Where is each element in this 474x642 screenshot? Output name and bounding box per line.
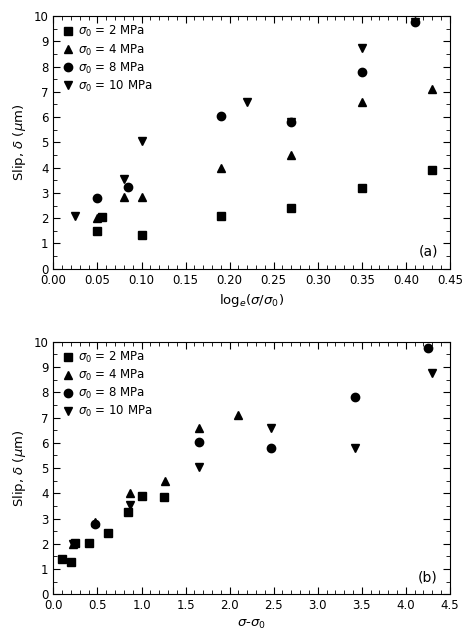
$\sigma_0$ = 2 MPa [218,212,224,220]
$\sigma_0$ = 8 MPa [359,68,365,76]
Text: (b): (b) [418,570,438,584]
Line: $\sigma_0$ = 4 MPa: $\sigma_0$ = 4 MPa [93,85,437,222]
$\sigma_0$ = 10 MPa [352,444,357,452]
Y-axis label: Slip, $\delta$ ($\mu$m): Slip, $\delta$ ($\mu$m) [11,429,28,507]
$\sigma_0$ = 8 MPa [289,118,294,126]
$\sigma_0$ = 2 MPa [105,528,111,536]
$\sigma_0$ = 8 MPa [95,194,100,202]
$\sigma_0$ = 2 MPa [86,539,91,546]
$\sigma_0$ = 2 MPa [289,204,294,212]
$\sigma_0$ = 2 MPa [73,539,78,546]
$\sigma_0$ = 2 MPa [161,493,166,501]
Line: $\sigma_0$ = 8 MPa: $\sigma_0$ = 8 MPa [93,18,419,202]
$\sigma_0$ = 10 MPa [412,19,418,26]
Line: $\sigma_0$ = 8 MPa: $\sigma_0$ = 8 MPa [91,344,432,528]
$\sigma_0$ = 8 MPa [126,183,131,191]
$\sigma_0$ = 2 MPa [95,227,100,234]
$\sigma_0$ = 4 MPa [92,519,98,526]
Legend: $\sigma_0$ = 2 MPa, $\sigma_0$ = 4 MPa, $\sigma_0$ = 8 MPa, $\sigma_0$ = 10 MPa: $\sigma_0$ = 2 MPa, $\sigma_0$ = 4 MPa, … [59,348,155,422]
$\sigma_0$ = 10 MPa [73,212,78,220]
$\sigma_0$ = 8 MPa [412,19,418,26]
$\sigma_0$ = 2 MPa [68,558,74,566]
$\sigma_0$ = 2 MPa [126,508,131,516]
$\sigma_0$ = 10 MPa [70,540,76,548]
Line: $\sigma_0$ = 4 MPa: $\sigma_0$ = 4 MPa [69,411,243,548]
$\sigma_0$ = 2 MPa [59,555,65,563]
$\sigma_0$ = 8 MPa [218,112,224,119]
$\sigma_0$ = 4 MPa [289,151,294,159]
$\sigma_0$ = 4 MPa [218,164,224,171]
$\sigma_0$ = 4 MPa [196,424,201,431]
$\sigma_0$ = 8 MPa [92,520,98,528]
$\sigma_0$ = 4 MPa [121,193,127,200]
$\sigma_0$ = 10 MPa [268,424,274,431]
$\sigma_0$ = 2 MPa [139,492,145,499]
$\sigma_0$ = 10 MPa [245,98,250,106]
$\sigma_0$ = 4 MPa [70,540,76,548]
$\sigma_0$ = 4 MPa [163,477,168,485]
Line: $\sigma_0$ = 10 MPa: $\sigma_0$ = 10 MPa [71,18,419,220]
Line: $\sigma_0$ = 2 MPa: $\sigma_0$ = 2 MPa [93,166,437,239]
$\sigma_0$ = 4 MPa [95,214,100,222]
$\sigma_0$ = 8 MPa [268,444,274,452]
Line: $\sigma_0$ = 10 MPa: $\sigma_0$ = 10 MPa [69,369,437,548]
$\sigma_0$ = 10 MPa [139,137,145,145]
Y-axis label: Slip, $\delta$ ($\mu$m): Slip, $\delta$ ($\mu$m) [11,103,28,181]
$\sigma_0$ = 10 MPa [121,175,127,183]
$\sigma_0$ = 2 MPa [139,230,145,238]
$\sigma_0$ = 4 MPa [429,85,435,93]
$\sigma_0$ = 8 MPa [196,438,201,446]
Line: $\sigma_0$ = 2 MPa: $\sigma_0$ = 2 MPa [58,492,168,566]
X-axis label: $\sigma$-$\sigma_0$: $\sigma$-$\sigma_0$ [237,618,266,631]
$\sigma_0$ = 4 MPa [127,489,133,497]
$\sigma_0$ = 2 MPa [429,166,435,174]
Legend: $\sigma_0$ = 2 MPa, $\sigma_0$ = 4 MPa, $\sigma_0$ = 8 MPa, $\sigma_0$ = 10 MPa: $\sigma_0$ = 2 MPa, $\sigma_0$ = 4 MPa, … [59,22,155,96]
X-axis label: log$_e$($\sigma$/$\sigma_0$): log$_e$($\sigma$/$\sigma_0$) [219,292,284,309]
$\sigma_0$ = 10 MPa [429,370,435,377]
$\sigma_0$ = 10 MPa [127,501,133,508]
$\sigma_0$ = 4 MPa [359,98,365,106]
$\sigma_0$ = 2 MPa [359,184,365,192]
$\sigma_0$ = 10 MPa [196,463,201,471]
$\sigma_0$ = 10 MPa [359,44,365,51]
Text: (a): (a) [419,245,438,259]
$\sigma_0$ = 8 MPa [352,394,357,401]
$\sigma_0$ = 4 MPa [139,193,145,200]
$\sigma_0$ = 8 MPa [425,344,431,352]
$\sigma_0$ = 4 MPa [236,412,241,419]
$\sigma_0$ = 10 MPa [289,118,294,126]
$\sigma_0$ = 2 MPa [99,213,105,221]
